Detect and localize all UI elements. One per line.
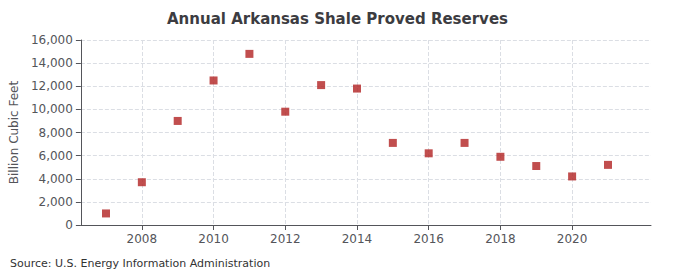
svg-text:Source: U.S. Energy Informatio: Source: U.S. Energy Information Administ… xyxy=(10,257,270,270)
svg-text:2014: 2014 xyxy=(342,232,373,246)
svg-text:14,000: 14,000 xyxy=(31,56,73,70)
svg-text:12,000: 12,000 xyxy=(31,79,73,93)
svg-text:2018: 2018 xyxy=(485,232,516,246)
svg-text:8,000: 8,000 xyxy=(39,126,73,140)
svg-text:4,000: 4,000 xyxy=(39,172,73,186)
svg-text:16,000: 16,000 xyxy=(31,33,73,47)
svg-text:2,000: 2,000 xyxy=(39,195,73,209)
svg-text:2010: 2010 xyxy=(198,232,229,246)
svg-text:2020: 2020 xyxy=(557,232,588,246)
svg-text:0: 0 xyxy=(65,218,73,232)
svg-text:10,000: 10,000 xyxy=(31,102,73,116)
svg-text:6,000: 6,000 xyxy=(39,149,73,163)
svg-text:Billion Cubic Feet: Billion Cubic Feet xyxy=(7,81,21,185)
svg-text:2008: 2008 xyxy=(127,232,158,246)
svg-text:2012: 2012 xyxy=(270,232,301,246)
svg-text:2016: 2016 xyxy=(413,232,444,246)
svg-text:Annual Arkansas Shale Proved R: Annual Arkansas Shale Proved Reserves xyxy=(167,10,508,28)
